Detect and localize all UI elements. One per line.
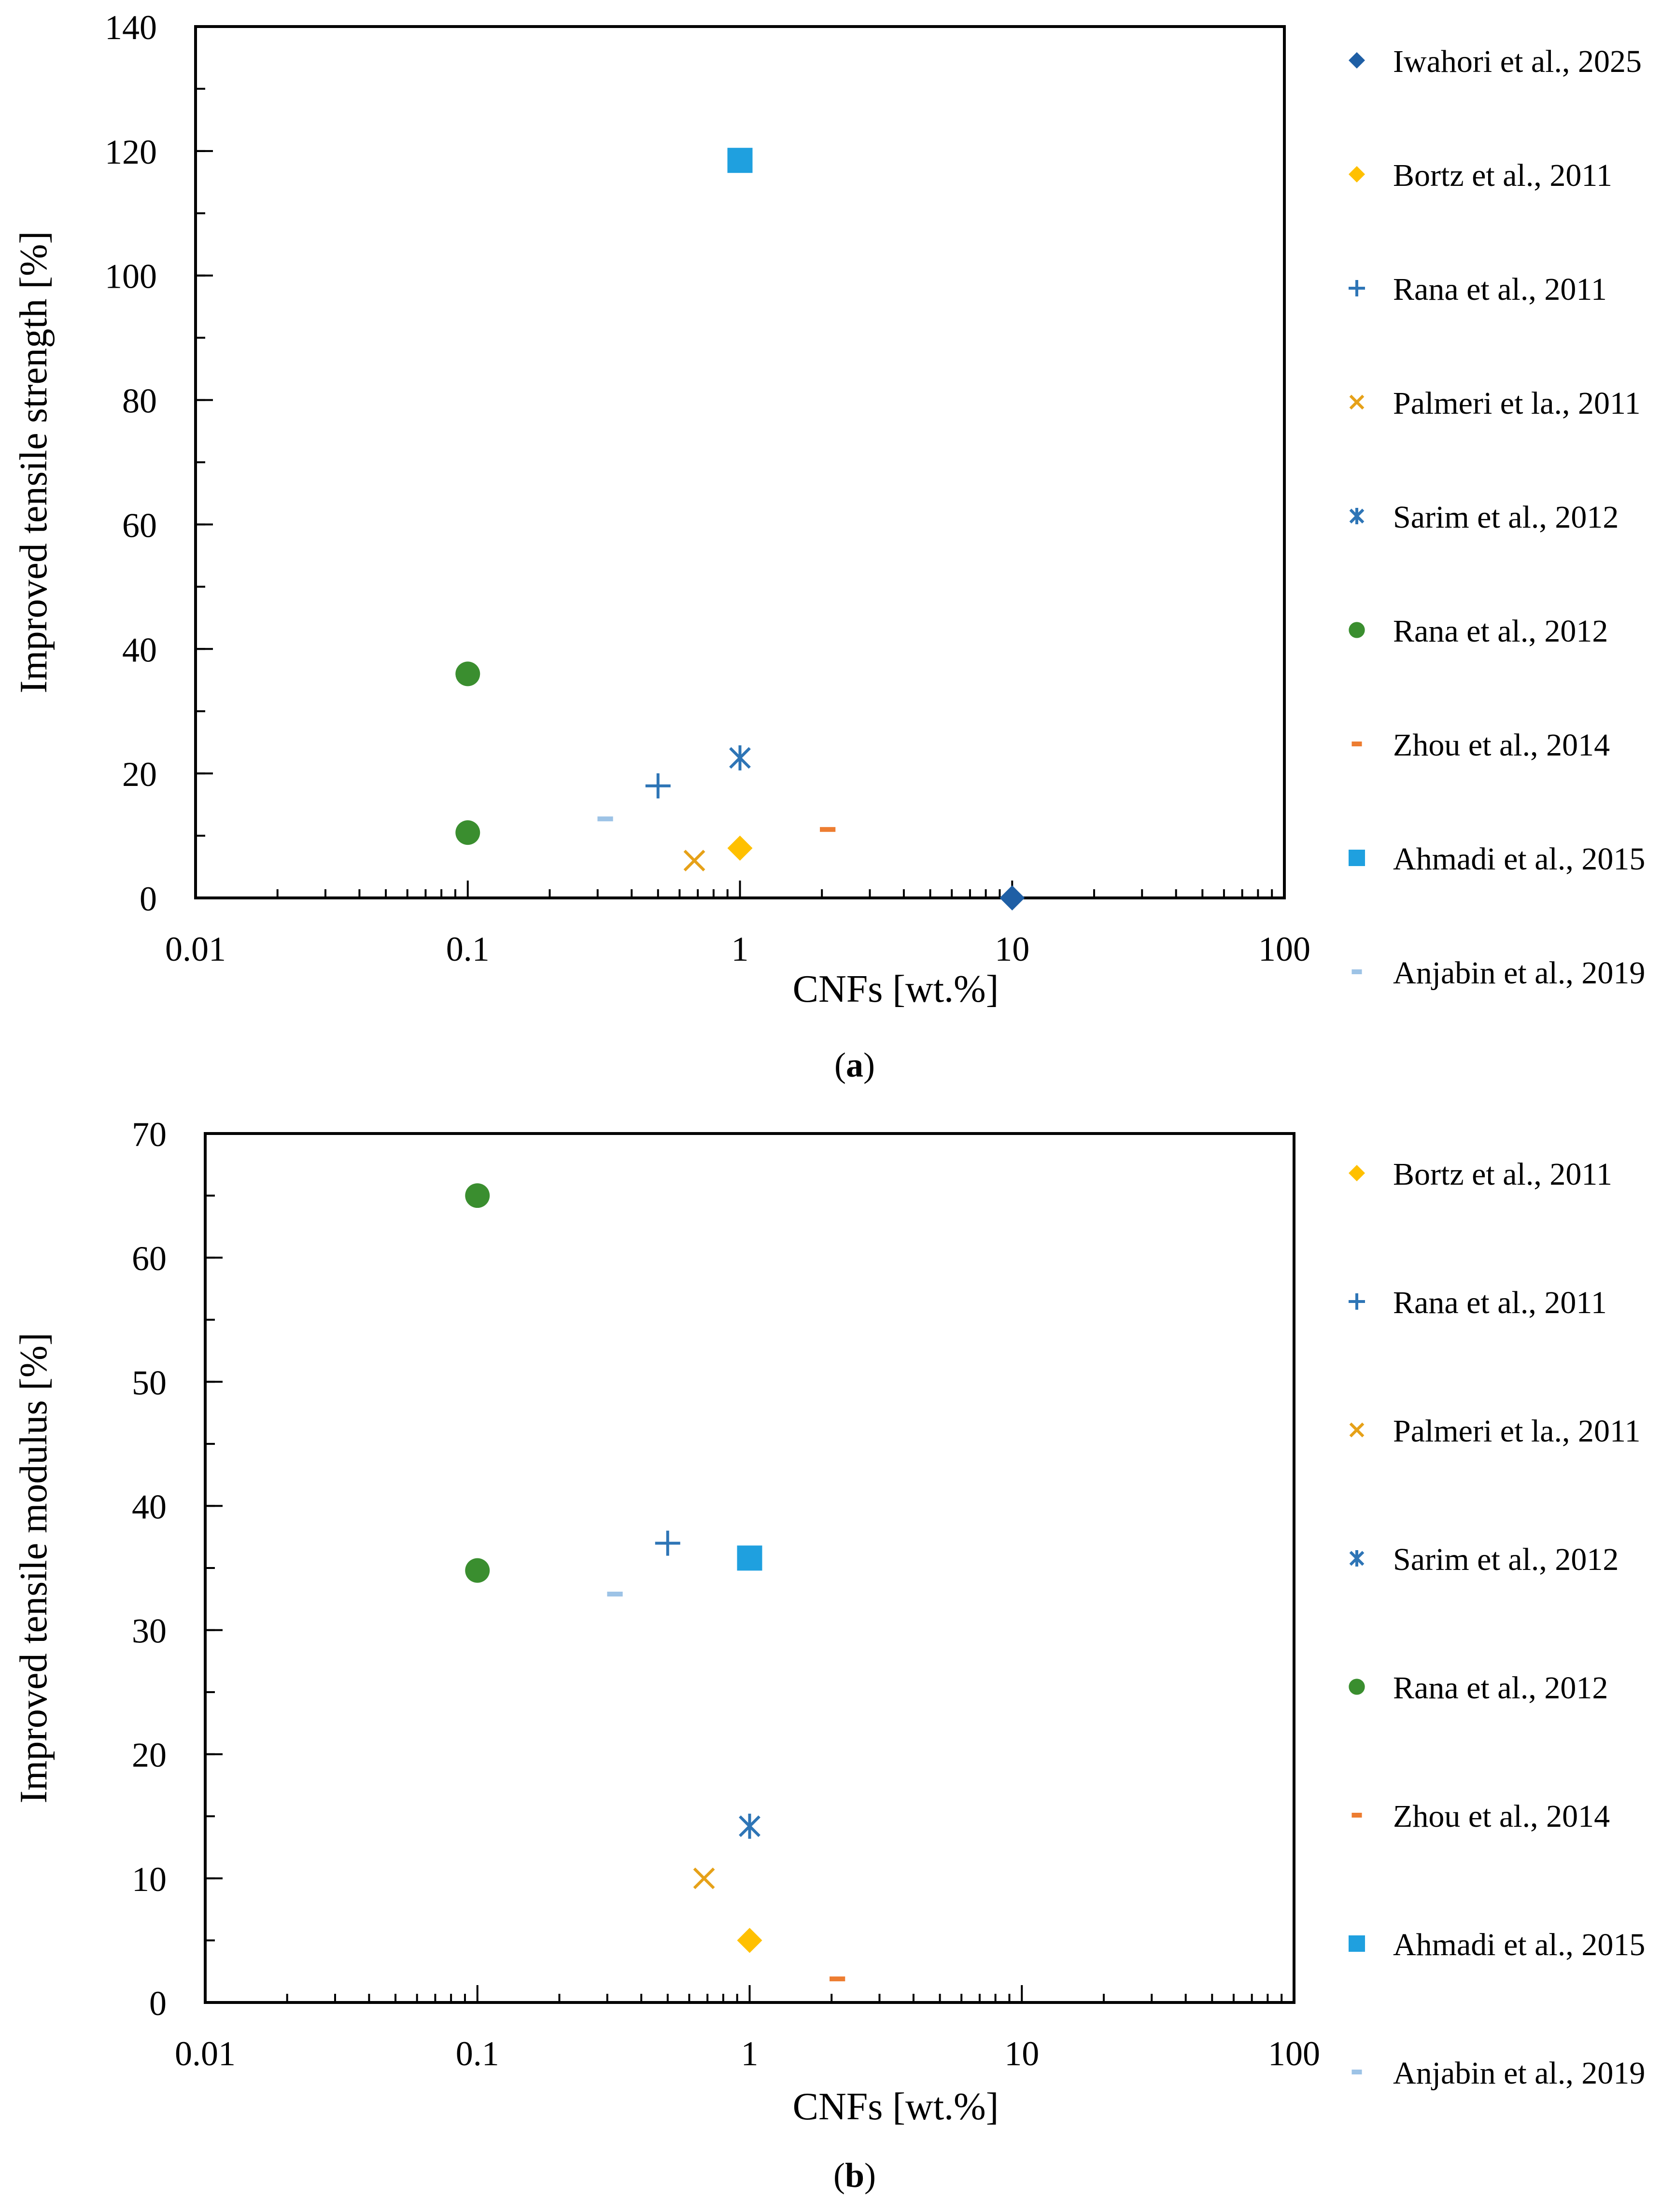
- data-point: [693, 1867, 715, 1890]
- y-tick-label: 120: [105, 133, 157, 171]
- legend-label: Palmeri et la., 2011: [1393, 386, 1641, 421]
- legend-label: Bortz et al., 2011: [1393, 158, 1612, 193]
- legend-marker: [1349, 1679, 1365, 1695]
- x-tick-label: 1: [741, 2034, 759, 2073]
- legend-marker: [1349, 52, 1365, 69]
- y-axis: 0 20 40 60 80 100 120 140: [105, 8, 213, 918]
- legend-marker: [1351, 1813, 1362, 1818]
- legend-marker: [1351, 742, 1362, 746]
- data-point: [465, 1183, 490, 1208]
- data-points: [455, 148, 1025, 910]
- subfigure-caption: (a): [834, 1046, 875, 1084]
- x-tick-label: 0.01: [175, 2034, 236, 2073]
- legend-label: Rana et al., 2012: [1393, 1670, 1608, 1706]
- legend-label: Zhou et al., 2014: [1393, 1799, 1610, 1834]
- legend: Iwahori et al., 2025 Bortz et al., 2011 Ra…: [1349, 44, 1645, 991]
- y-axis: 0 10 20 30 40 50 60 70: [132, 1115, 223, 2023]
- y-tick-label: 0: [140, 880, 157, 918]
- data-point: [683, 850, 705, 872]
- y-tick-label: 100: [105, 257, 157, 296]
- data-points: [465, 1183, 845, 1982]
- x-axis: 0.01 0.1 1 10 100: [165, 881, 1310, 968]
- legend-marker: [1349, 1293, 1365, 1310]
- legend-marker: [1349, 508, 1365, 524]
- legend-label: Anjabin et al., 2019: [1393, 2056, 1645, 2091]
- legend-marker: [1349, 1422, 1365, 1438]
- data-point: [729, 745, 751, 770]
- legend-label: Bortz et al., 2011: [1393, 1157, 1612, 1192]
- x-tick-label: 10: [995, 930, 1029, 968]
- y-tick-label: 60: [132, 1239, 167, 1278]
- y-tick-label: 70: [132, 1115, 167, 1154]
- x-axis-title: CNFs [wt.%]: [793, 968, 999, 1010]
- legend: Bortz et al., 2011 Rana et al., 2011 Palme…: [1349, 1157, 1645, 2091]
- y-tick-label: 40: [132, 1487, 167, 1526]
- legend-label: Rana et al., 2011: [1393, 272, 1607, 307]
- x-axis: 0.01 0.1 1 10 100: [175, 1985, 1320, 2073]
- y-axis-title: Improved tensile modulus [%]: [13, 1332, 55, 1803]
- data-point: [737, 1928, 762, 1953]
- legend-marker: [1351, 2070, 1362, 2074]
- y-tick-label: 20: [132, 1736, 167, 1775]
- legend-label: Ahmadi et al., 2015: [1393, 841, 1645, 877]
- data-point: [999, 885, 1025, 910]
- legend-marker: [1349, 850, 1365, 866]
- legend-label: Sarim et al., 2012: [1393, 1542, 1619, 1577]
- data-point: [455, 820, 480, 845]
- y-tick-label: 80: [122, 382, 157, 420]
- data-point: [727, 148, 753, 173]
- data-point: [465, 1558, 490, 1583]
- x-tick-label: 10: [1004, 2034, 1039, 2073]
- legend-label: Zhou et al., 2014: [1393, 728, 1610, 763]
- legend-marker: [1349, 622, 1365, 638]
- legend-marker: [1349, 1165, 1365, 1181]
- chart-b: 0.01 0.1 1 10 100 0 10 20 30 40 50 60 70 CNFs [wt.%] I…: [13, 1115, 1645, 2195]
- x-tick-label: 0.01: [165, 930, 226, 968]
- x-tick-label: 1: [732, 930, 749, 968]
- legend-label: Ahmadi et al., 2015: [1393, 1927, 1645, 1962]
- legend-marker: [1349, 280, 1365, 296]
- legend-label: Iwahori et al., 2025: [1393, 44, 1642, 79]
- data-point: [607, 1592, 623, 1596]
- y-tick-label: 40: [122, 630, 157, 669]
- x-axis-title: CNFs [wt.%]: [793, 2086, 999, 2128]
- data-point: [597, 816, 613, 822]
- legend-marker: [1349, 1550, 1365, 1567]
- legend-label: Sarim et al., 2012: [1393, 500, 1619, 535]
- y-tick-label: 50: [132, 1363, 167, 1402]
- x-tick-label: 0.1: [456, 2034, 499, 2073]
- data-point: [455, 661, 480, 686]
- chart-a: 0.01 0.1 1 10 100 0 20 40 60 80 100 120 140 CNFs [wt.…: [13, 8, 1645, 1084]
- data-point: [830, 1976, 845, 1982]
- data-point: [737, 1545, 762, 1571]
- x-tick-label: 100: [1258, 930, 1310, 968]
- data-point: [655, 1530, 680, 1556]
- y-tick-label: 140: [105, 8, 157, 47]
- legend-label: Anjabin et al., 2019: [1393, 955, 1645, 991]
- data-point: [739, 1813, 760, 1839]
- y-tick-label: 60: [122, 506, 157, 545]
- legend-label: Rana et al., 2012: [1393, 614, 1608, 649]
- legend-marker: [1349, 1935, 1365, 1952]
- y-tick-label: 30: [132, 1612, 167, 1651]
- legend-marker: [1351, 969, 1362, 974]
- legend-label: Palmeri et la., 2011: [1393, 1414, 1641, 1449]
- data-point: [820, 827, 836, 832]
- x-tick-label: 100: [1268, 2034, 1320, 2073]
- y-tick-label: 20: [122, 755, 157, 794]
- x-tick-label: 0.1: [446, 930, 490, 968]
- y-tick-label: 0: [149, 1984, 167, 2023]
- data-point: [645, 773, 671, 798]
- subfigure-caption: (b): [833, 2156, 876, 2195]
- legend-marker: [1349, 166, 1365, 182]
- y-tick-label: 10: [132, 1860, 167, 1899]
- y-axis-title: Improved tensile strength [%]: [13, 231, 55, 694]
- legend-label: Rana et al., 2011: [1393, 1285, 1607, 1320]
- data-point: [727, 835, 753, 861]
- legend-marker: [1349, 394, 1365, 410]
